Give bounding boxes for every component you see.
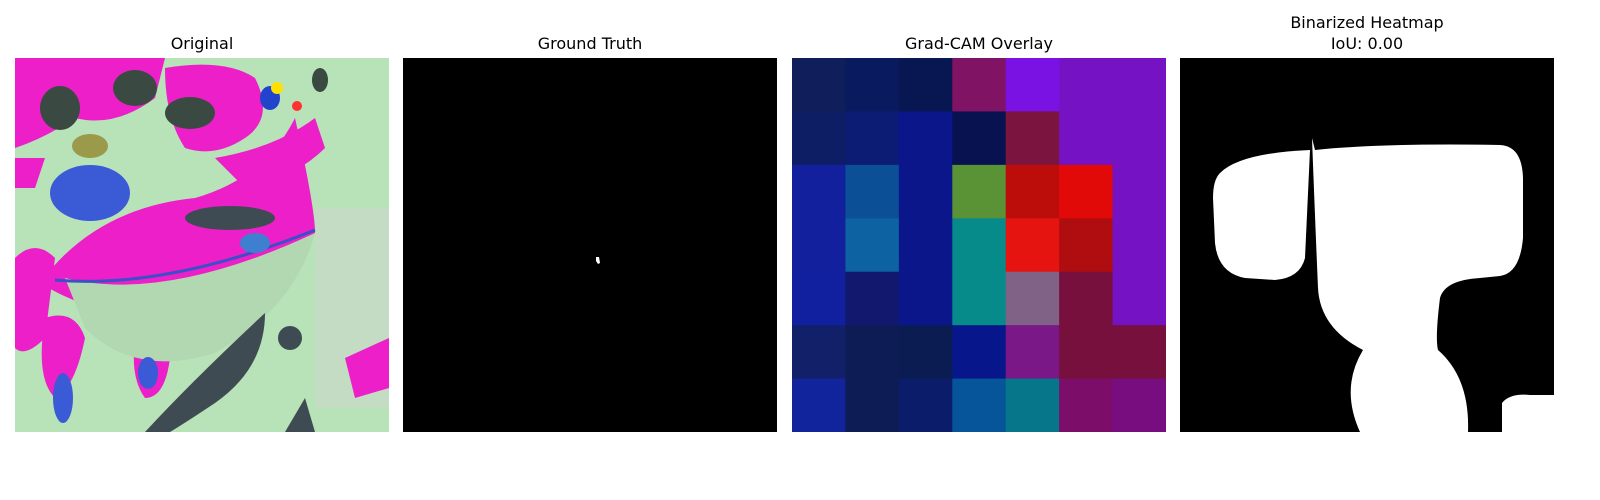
gradcam-cell [792,325,846,380]
gradcam-cell [845,111,900,166]
gradcam-cell [845,218,900,273]
binarized-title: Binarized Heatmap [1290,13,1444,32]
gradcam-cell [952,111,1007,166]
gradcam-overlay-image [792,58,1166,432]
binarized-panel: Binarized Heatmap IoU: 0.00 [1180,0,1554,432]
gradcam-cell [1005,378,1060,432]
gradcam-cell [845,325,900,380]
gradcam-cell [1005,164,1060,219]
binarized-heatmap-drawing [1180,58,1554,432]
ground-truth-mask [403,58,777,432]
gradcam-cell [952,218,1007,273]
gradcam-cell [952,325,1007,380]
gradcam-title: Grad-CAM Overlay [905,34,1053,53]
gradcam-cell [1005,325,1060,380]
original-title: Original [170,34,234,53]
gradcam-cell [1005,218,1060,273]
gradcam-cell [1112,325,1166,380]
gradcam-cell [952,271,1007,326]
gradcam-cell [792,271,846,326]
gradcam-cell [952,58,1007,112]
gradcam-cell [1005,111,1060,166]
gradcam-cell [952,164,1007,219]
ground-truth-title: Ground Truth [537,34,643,53]
gradcam-cell [1059,325,1114,380]
gradcam-cell [845,58,900,112]
gradcam-grid [792,58,1166,432]
gradcam-cell [845,378,900,432]
binarized-heatmap-image [1180,58,1554,432]
gradcam-cell [1059,58,1114,112]
gradcam-cell [1112,58,1166,112]
gradcam-cell [952,378,1007,432]
gradcam-cell [898,325,953,380]
gradcam-cell [1112,164,1166,219]
iou-label: IoU: 0.00 [1330,34,1404,53]
ground-truth-panel: Ground Truth [403,0,777,432]
gradcam-cell [1059,111,1114,166]
gradcam-cell [792,111,846,166]
original-image-drawing [15,58,389,432]
gradcam-cell [845,271,900,326]
gradcam-cell [898,164,953,219]
gradcam-panel: Grad-CAM Overlay [792,0,1166,432]
gradcam-cell [792,218,846,273]
gradcam-cell [792,164,846,219]
gradcam-cell [1005,58,1060,112]
gradcam-cell [1112,271,1166,326]
gradcam-cell [1059,164,1114,219]
gradcam-cell [1112,378,1166,432]
gradcam-cell [898,378,953,432]
gradcam-cell [845,164,900,219]
ground-truth-mask-drawing [403,58,777,432]
original-image [15,58,389,432]
gradcam-cell [898,58,953,112]
gradcam-cell [1059,378,1114,432]
gradcam-cell [898,218,953,273]
gradcam-cell [792,378,846,432]
gradcam-cell [1112,218,1166,273]
original-panel: Original [15,0,389,432]
gradcam-cell [1112,111,1166,166]
gradcam-cell [792,58,846,112]
gradcam-cell [898,111,953,166]
gradcam-cell [898,271,953,326]
gradcam-cell [1059,218,1114,273]
gradcam-cell [1005,271,1060,326]
gradcam-cell [1059,271,1114,326]
